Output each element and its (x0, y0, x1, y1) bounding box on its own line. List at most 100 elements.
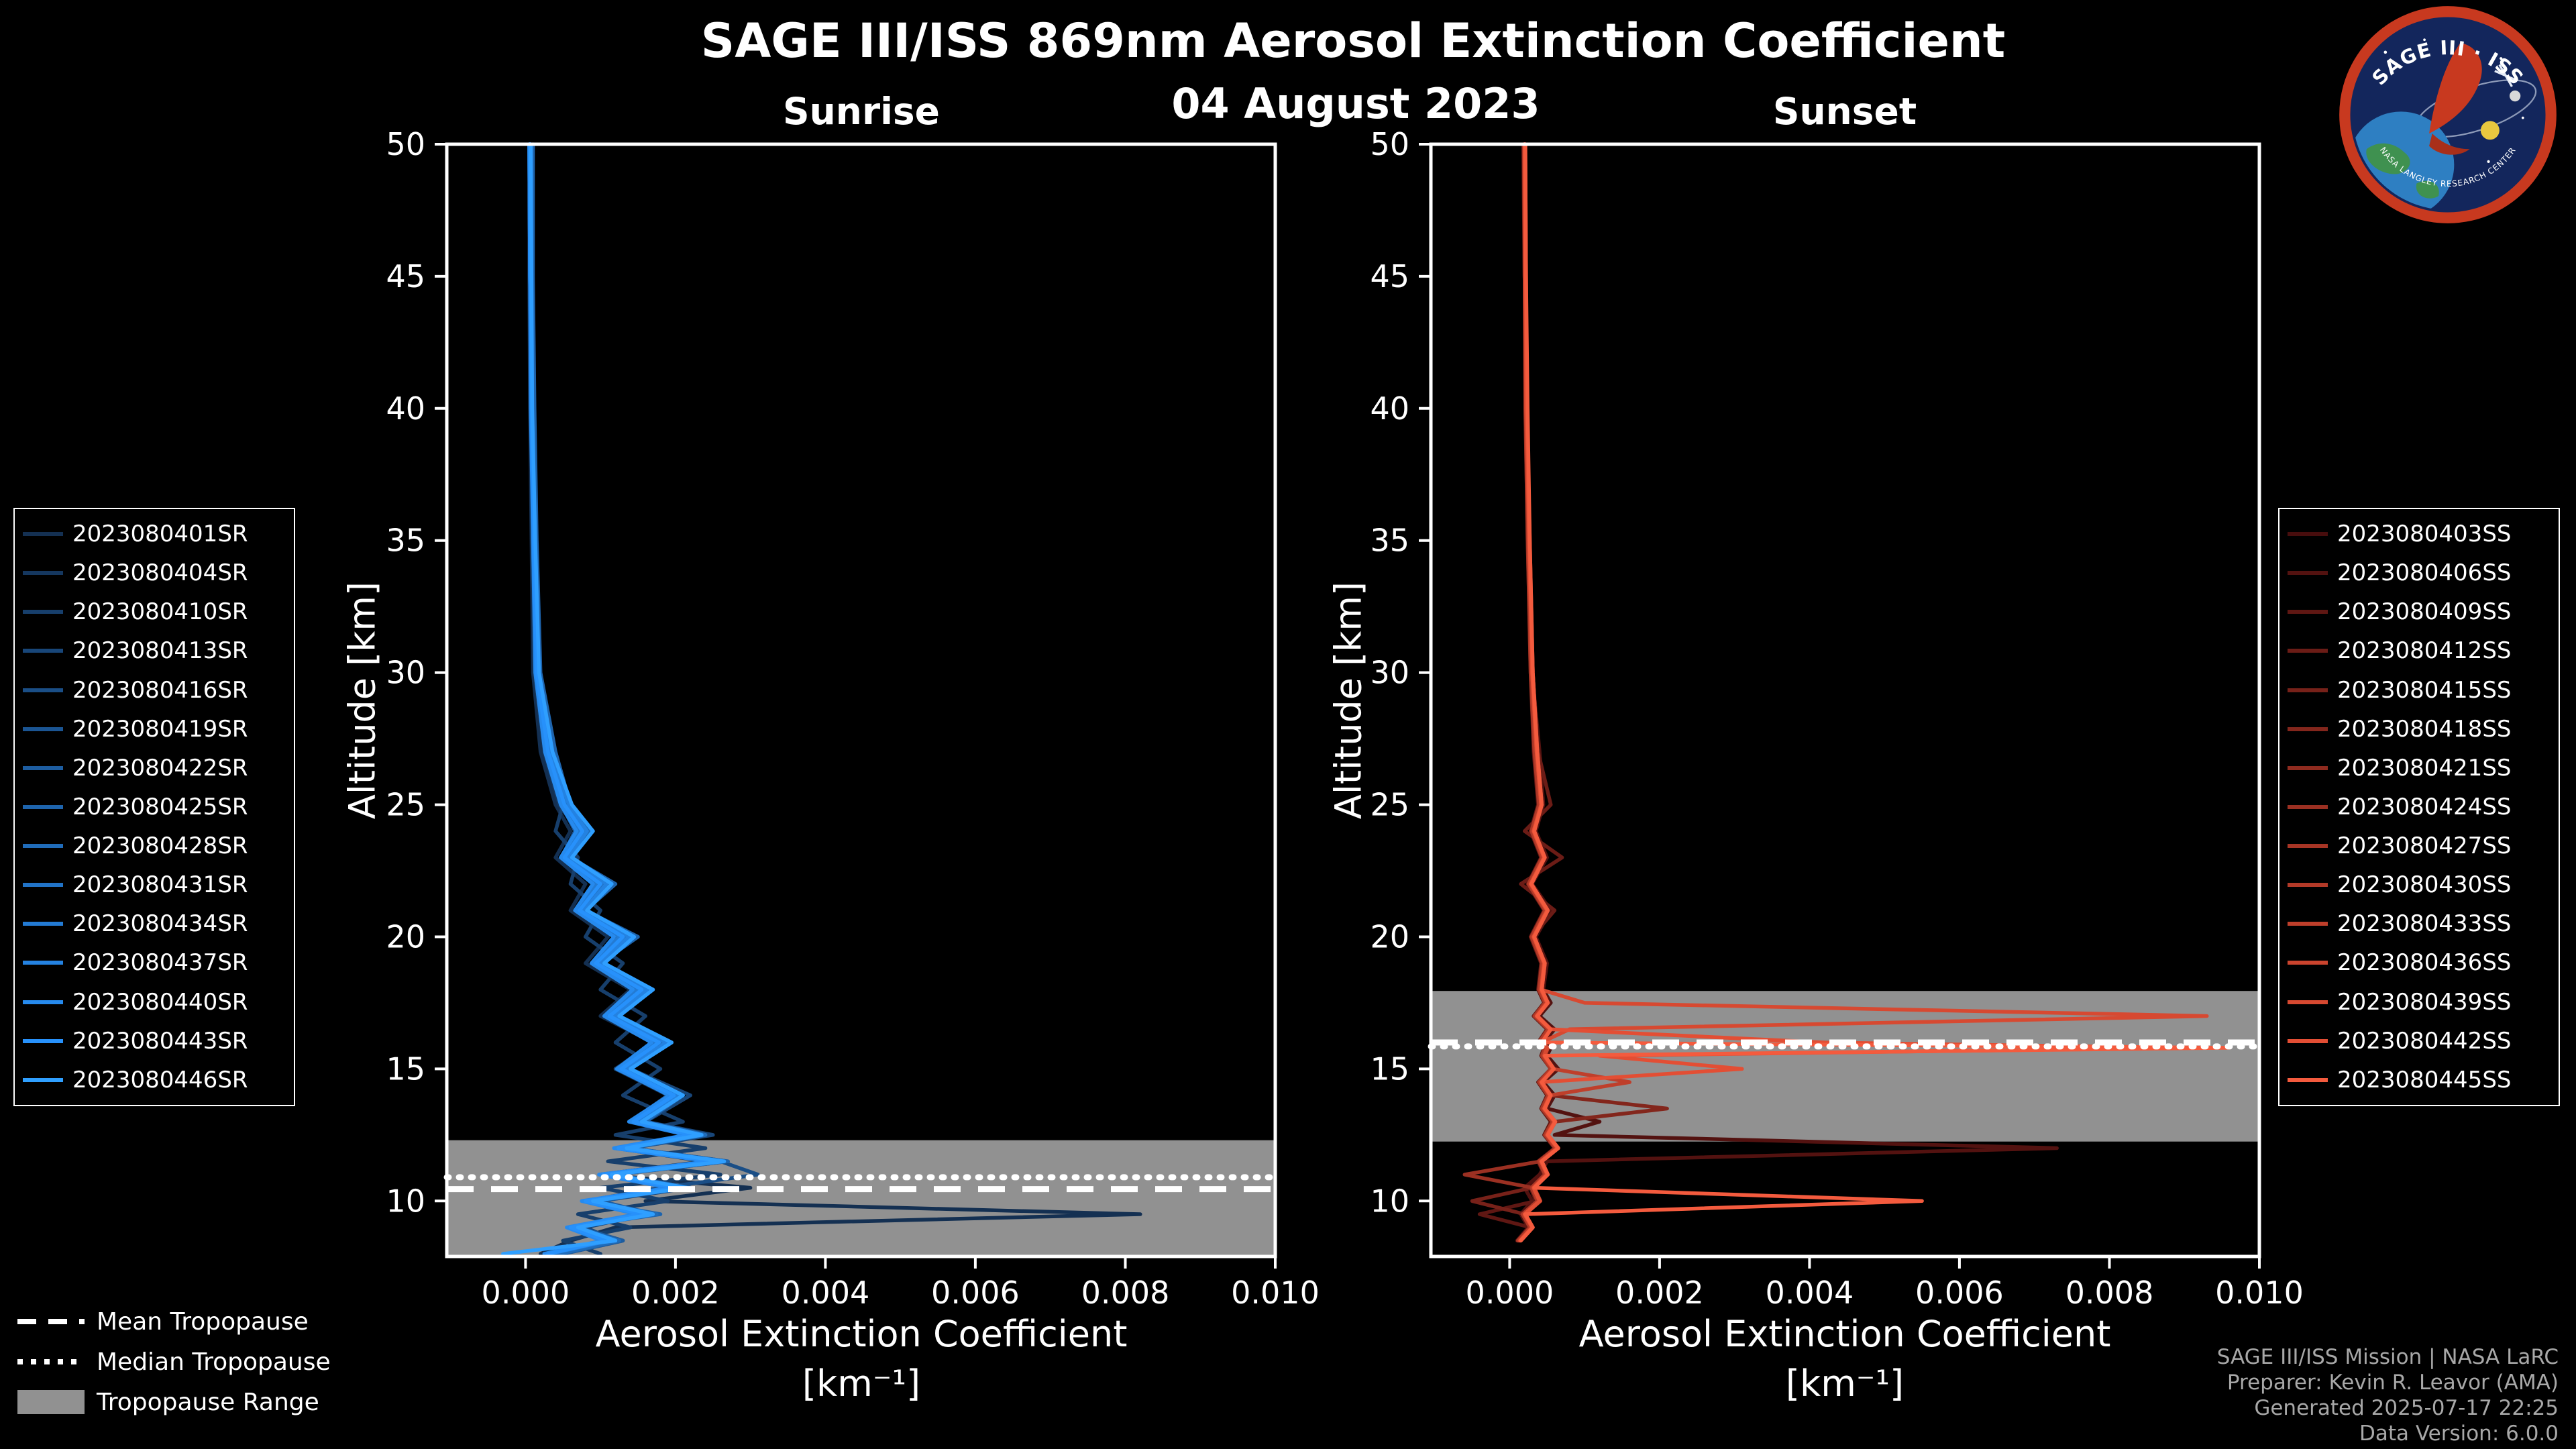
legend-line-sample (2288, 804, 2328, 809)
legend-item: 2023080446SR (23, 1067, 286, 1093)
sunrise-plot-svg: 0.000 0.002 0.004 0.006 0.008 0.010 10 15 20 25 30… (386, 126, 1319, 1311)
logo-figure (2429, 42, 2482, 133)
legend-item: 2023080434SR (23, 910, 286, 937)
legend-line-sample (2288, 1077, 2328, 1082)
legend-item: 2023080415SS (2288, 677, 2551, 704)
profile-line-2023080431SR (528, 142, 719, 1256)
profile-line-2023080401SR (527, 142, 1142, 1256)
legend-item-label: 2023080401SR (72, 521, 248, 548)
legend-item: 2023080409SS (2288, 598, 2551, 625)
axes-frame (1429, 142, 2261, 1258)
legend-item-tropopause-range: Tropopause Range (17, 1387, 331, 1417)
legend-item: 2023080431SR (23, 871, 286, 898)
y-tick-label: 50 (386, 126, 425, 162)
x-tick-label: 0.006 (1915, 1275, 2004, 1311)
legend-item-label: 2023080418SS (2337, 715, 2512, 743)
legend-item: 2023080424SS (2288, 794, 2551, 820)
credit-data-version: Data Version: 6.0.0 (2359, 1421, 2559, 1446)
x-tick-label: 0.010 (1231, 1275, 1320, 1311)
legend-item-label: 2023080442SS (2337, 1027, 2512, 1055)
legend-item: 2023080430SS (2288, 871, 2551, 898)
legend-item-label: 2023080404SR (72, 559, 248, 587)
legend-item-mean-tropopause: Mean Tropopause (17, 1307, 331, 1336)
profile-line-2023080440SR (527, 142, 711, 1256)
legend-item: 2023080410SR (23, 598, 286, 625)
legend-item: 2023080425SR (23, 794, 286, 820)
x-axis-label-text: Aerosol Extinction Coefficient (1578, 1313, 2111, 1355)
gray-patch-sample (17, 1390, 85, 1414)
y-tick-label: 25 (386, 787, 425, 823)
chart-title: SAGE III/ISS 869nm Aerosol Extinction Co… (700, 13, 2006, 68)
y-tick-label: 45 (1370, 258, 1409, 294)
y-tick-label: 35 (386, 523, 425, 559)
profile-line-2023080443SR (528, 142, 716, 1256)
x-axis-label-sunrise: Aerosol Extinction Coefficient [km⁻¹] (596, 1309, 1128, 1409)
legend-item-label: 2023080422SR (72, 754, 248, 782)
y-tick-label: 15 (1370, 1051, 1409, 1087)
y-tick-label: 20 (1370, 919, 1409, 955)
profile-line-2023080419SR (528, 142, 715, 1256)
credit-mission: SAGE III/ISS Mission | NASA LaRC (2216, 1345, 2559, 1369)
legend-item: 2023080427SS (2288, 833, 2551, 859)
legend-item-label: 2023080419SR (72, 715, 248, 743)
y-tick-label: 15 (386, 1051, 425, 1087)
profile-line-2023080428SR (529, 142, 727, 1256)
sunset-plot-area: 0.000 0.002 0.004 0.006 0.008 0.010 10 15 20 25 30… (1370, 126, 2303, 1311)
legend-line-sample (23, 688, 63, 692)
profile-line-2023080425SR (531, 142, 730, 1256)
x-tick-label: 0.002 (631, 1275, 720, 1311)
legend-item-label: 2023080424SS (2337, 793, 2512, 820)
legend-item: 2023080437SR (23, 949, 286, 976)
legend-line-sample (23, 804, 63, 809)
sunrise-legend: 2023080401SR 2023080404SR 2023080410SR 2023… (13, 508, 295, 1106)
profile-line-2023080413SR (528, 142, 730, 1256)
legend-item: 2023080406SS (2288, 559, 2551, 586)
x-tick-label: 0.000 (482, 1275, 570, 1311)
logo-iss (2494, 64, 2518, 87)
y-tick-label: 30 (386, 655, 425, 691)
legend-item: 2023080403SS (2288, 521, 2551, 547)
profile-line-2023080434SR (527, 142, 714, 1256)
sunrise-panel-title: Sunrise (783, 90, 940, 133)
sunrise-plot-area: 0.000 0.002 0.004 0.006 0.008 0.010 10 15 20 25 30… (386, 126, 1319, 1311)
sunset-panel-title: Sunset (1772, 90, 1917, 133)
legend-line-sample (23, 610, 63, 614)
y-axis-label-sunrise: Altitude [km] (341, 581, 384, 820)
y-tick-label: 10 (386, 1183, 425, 1219)
legend-item: 2023080421SS (2288, 755, 2551, 782)
x-tick-label: 0.010 (2215, 1275, 2304, 1311)
legend-label: Median Tropopause (97, 1348, 331, 1376)
legend-line-sample (23, 532, 63, 537)
legend-line-sample (2288, 610, 2328, 614)
legend-line-sample (23, 844, 63, 849)
profile-line-2023080446SR (501, 142, 727, 1256)
x-tick-label: 0.008 (2065, 1275, 2154, 1311)
sunset-plot-svg: 0.000 0.002 0.004 0.006 0.008 0.010 10 15 20 25 30… (1370, 126, 2303, 1311)
y-tick-label: 50 (1370, 126, 1409, 162)
legend-item: 2023080440SR (23, 989, 286, 1016)
legend-line-sample (2288, 727, 2328, 731)
legend-item-label: 2023080446SR (72, 1066, 248, 1093)
x-tick-label: 0.000 (1466, 1275, 1554, 1311)
profile-line-2023080404SR (528, 142, 715, 1256)
legend-item: 2023080416SR (23, 677, 286, 704)
profile-line-2023080416SR (527, 142, 760, 1256)
legend-line-sample (2288, 1000, 2328, 1004)
sunset-legend: 2023080403SS 2023080406SS 2023080409SS 2023… (2278, 508, 2560, 1106)
legend-label: Mean Tropopause (97, 1307, 309, 1336)
legend-line-sample (2288, 1038, 2328, 1043)
tropopause-legend: Mean Tropopause Median Tropopause Tropop… (17, 1307, 331, 1417)
legend-item: 2023080445SS (2288, 1067, 2551, 1093)
legend-line-sample (23, 883, 63, 888)
x-axis-label-text: Aerosol Extinction Coefficient (595, 1313, 1128, 1355)
legend-line-sample (23, 1038, 63, 1043)
legend-line-sample (2288, 961, 2328, 965)
legend-item: 2023080436SS (2288, 949, 2551, 976)
legend-line-sample (23, 1077, 63, 1082)
legend-item-label: 2023080443SR (72, 1027, 248, 1055)
legend-item-label: 2023080409SS (2337, 598, 2512, 626)
y-tick-label: 45 (386, 258, 425, 294)
legend-label: Tropopause Range (97, 1388, 319, 1416)
legend-item: 2023080401SR (23, 521, 286, 547)
legend-item-label: 2023080427SS (2337, 833, 2512, 860)
